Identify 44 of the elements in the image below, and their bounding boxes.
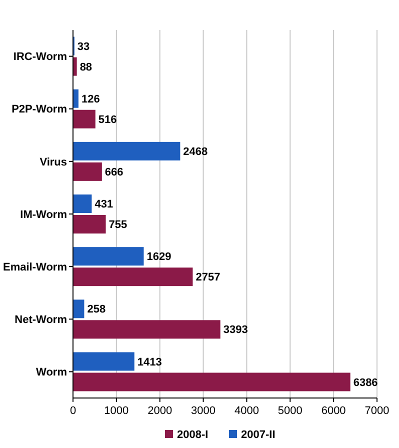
- x-tick-label: 2000: [148, 405, 172, 417]
- x-tick-label: 1000: [104, 405, 129, 417]
- bar: [73, 215, 106, 234]
- data-label: 6386: [353, 376, 378, 389]
- legend-label: 2007-II: [241, 428, 276, 441]
- y-tick-label: Email-Worm: [3, 261, 68, 274]
- data-label: 2757: [196, 272, 220, 284]
- bar: [73, 89, 78, 108]
- y-tick-label: IRC-Worm: [13, 51, 68, 64]
- bar: [73, 110, 96, 128]
- data-label: 1413: [137, 356, 162, 368]
- bar: [73, 247, 144, 266]
- data-label: 126: [81, 93, 100, 106]
- y-tick-label: Worm: [36, 366, 68, 379]
- bar: [73, 268, 193, 286]
- bar: [73, 372, 350, 392]
- bar: [73, 194, 92, 213]
- bar: [73, 142, 180, 160]
- x-tick-label: 7000: [364, 405, 390, 417]
- y-tick-label: P2P-Worm: [12, 104, 68, 116]
- y-tick-label: Net-Worm: [14, 314, 68, 326]
- data-label: 33: [77, 40, 90, 53]
- bar: [73, 300, 84, 318]
- x-tick-label: 6000: [321, 405, 346, 417]
- y-tick-label: IM-Worm: [20, 208, 68, 221]
- legend-label: 2008-I: [177, 428, 208, 441]
- data-label: 258: [87, 304, 106, 316]
- data-label: 755: [108, 219, 128, 232]
- x-tick-label: 5000: [278, 405, 302, 417]
- bar: [73, 320, 220, 339]
- data-label: 516: [98, 114, 117, 126]
- x-tick-label: 0: [70, 405, 76, 417]
- data-label: 431: [94, 198, 114, 211]
- x-tick-label: 4000: [234, 405, 259, 417]
- data-label: 88: [80, 61, 92, 74]
- bar: [73, 162, 102, 181]
- y-tick-label: Virus: [40, 156, 67, 168]
- data-label: 1629: [146, 251, 172, 264]
- data-label: 2468: [183, 146, 208, 158]
- bar: [73, 352, 134, 371]
- data-label: 3393: [223, 324, 248, 336]
- x-tick-label: 3000: [191, 405, 216, 417]
- bar: [73, 57, 77, 76]
- data-label: 666: [104, 166, 124, 179]
